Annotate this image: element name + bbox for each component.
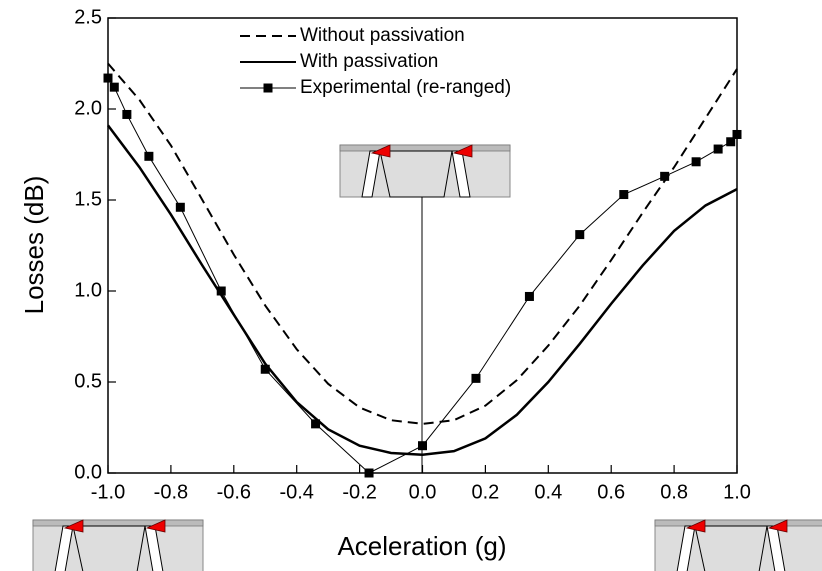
legend-label: Without passivation — [300, 25, 465, 46]
x-tick-label: 0.8 — [660, 481, 688, 503]
y-tick-label: 2.0 — [74, 97, 102, 119]
data-point — [103, 73, 113, 83]
y-tick-label: 0.5 — [74, 370, 102, 392]
data-point — [575, 230, 585, 240]
series-line — [107, 62, 738, 425]
data-point — [144, 151, 154, 161]
x-tick-label: -0.6 — [217, 481, 251, 503]
x-tick-label: 0.6 — [597, 481, 625, 503]
x-tick-label: -0.8 — [154, 481, 188, 503]
data-point — [691, 157, 701, 167]
data-point — [619, 190, 629, 200]
data-point — [175, 202, 185, 212]
series-line — [107, 124, 738, 457]
data-point — [524, 291, 534, 301]
x-tick-label: -1.0 — [91, 481, 125, 503]
legend-label: Experimental (re-ranged) — [300, 77, 511, 98]
data-point — [732, 129, 742, 139]
x-tick-label: -0.4 — [279, 481, 313, 503]
x-tick-label: -0.2 — [342, 481, 376, 503]
data-point — [713, 144, 723, 154]
inset-diagram — [339, 144, 511, 198]
x-tick-label: 1.0 — [723, 481, 751, 503]
inset-diagram — [32, 519, 204, 571]
data-point — [726, 137, 736, 147]
x-tick-label: 0.0 — [409, 481, 437, 503]
data-point — [109, 82, 119, 92]
x-tick-label: 0.2 — [471, 481, 499, 503]
data-point — [260, 364, 270, 374]
data-point — [471, 373, 481, 383]
data-point — [311, 419, 321, 429]
data-point — [216, 286, 226, 296]
legend-marker — [263, 83, 273, 93]
y-tick-label: 1.5 — [74, 188, 102, 210]
x-axis-label: Aceleration (g) — [337, 531, 506, 561]
legend-label: With passivation — [300, 51, 438, 72]
data-point — [660, 171, 670, 181]
data-point — [364, 468, 374, 478]
y-tick-label: 0.0 — [74, 461, 102, 483]
data-point — [418, 441, 427, 451]
y-tick-label: 2.5 — [74, 6, 102, 28]
data-point — [122, 109, 132, 119]
x-tick-label: 0.4 — [534, 481, 562, 503]
y-axis-label: Losses (dB) — [19, 176, 49, 315]
y-tick-label: 1.0 — [74, 279, 102, 301]
inset-diagram — [654, 519, 822, 571]
